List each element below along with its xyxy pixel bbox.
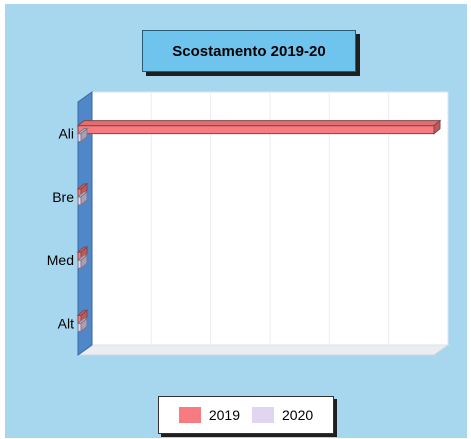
legend-label-2020: 2020	[282, 407, 314, 423]
bar-side	[80, 317, 88, 333]
bar-side	[80, 127, 88, 143]
legend-item-2020: 2020	[252, 407, 313, 423]
bar-side	[80, 190, 88, 206]
bar	[77, 125, 435, 135]
bar-top	[76, 120, 442, 127]
bar-side	[433, 119, 441, 135]
chart-left-wall	[77, 91, 93, 356]
category-label: Alt	[58, 315, 74, 331]
legend-item-2019: 2019	[178, 407, 240, 423]
category-label: Ali	[58, 126, 74, 142]
bar-side	[80, 254, 88, 270]
category-label: Bre	[52, 189, 74, 205]
chart-title: Scostamento 2019-20	[142, 30, 356, 72]
category-label: Med	[47, 252, 74, 268]
chart-legend: 2019 2020	[158, 396, 334, 434]
chart-plot: Ali Bre Med Alt	[47, 91, 450, 356]
legend-swatch-2019	[178, 407, 201, 423]
chart-frame: Scostamento 2019-20 Ali Bre Med Alt 2019 20…	[5, 4, 467, 438]
legend-label-2019: 2019	[208, 407, 240, 423]
chart-floor	[76, 344, 450, 356]
legend-swatch-2020	[252, 407, 274, 423]
